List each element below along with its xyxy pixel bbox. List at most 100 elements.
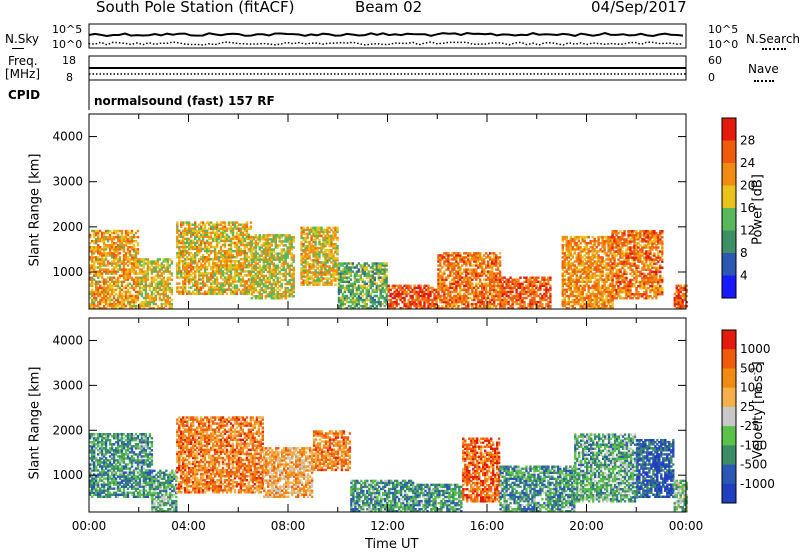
power-cell (104, 248, 108, 251)
power-cell (166, 258, 169, 261)
power-cell (95, 298, 98, 302)
power-cell (146, 264, 150, 267)
power-cell (156, 262, 160, 265)
power-cell (146, 266, 150, 269)
power-cell (336, 249, 339, 252)
power-cell (106, 254, 110, 257)
nsky-legend-line (12, 48, 24, 49)
power-cell (144, 292, 148, 296)
power-cell (357, 300, 361, 304)
power-cell (110, 239, 114, 243)
power-cell (136, 260, 140, 263)
power-echo-region (437, 252, 502, 310)
power-cell (160, 274, 163, 277)
power-cell (99, 294, 102, 298)
power-cell (89, 307, 92, 310)
power-cell (95, 231, 98, 235)
power-cell (162, 307, 165, 310)
power-cell (112, 256, 116, 259)
power-cell (160, 262, 163, 265)
power-cell (194, 256, 197, 259)
power-cell (302, 226, 305, 230)
power-cell (571, 274, 574, 277)
power-cell (104, 307, 108, 310)
power-cell (152, 300, 156, 304)
cpid-label: CPID (8, 88, 41, 102)
power-cell (182, 251, 185, 255)
power-cell (176, 256, 179, 259)
power-cell (89, 304, 92, 308)
nsearch-tick-high: 10^5 (708, 23, 739, 36)
power-cell (441, 304, 444, 308)
nsky-tick-high: 10^5 (52, 23, 83, 36)
power-cell (93, 248, 96, 251)
power-cell (385, 274, 388, 277)
power-cell (176, 262, 179, 265)
power-cell (110, 256, 114, 259)
power-cell (89, 250, 92, 253)
power-cell (124, 231, 128, 235)
power-cell (114, 278, 118, 281)
power-cell (164, 266, 167, 269)
power-cell (178, 286, 181, 289)
power-cell (93, 246, 96, 249)
power-cell (140, 282, 144, 286)
power-cell (168, 290, 171, 294)
power-cell (100, 231, 104, 235)
power-cell (176, 272, 179, 275)
power-cell (336, 228, 339, 232)
power-cell (100, 233, 104, 237)
power-cell (108, 302, 112, 306)
power-cell (152, 278, 156, 281)
power-cell (351, 262, 355, 265)
power-cell (170, 260, 173, 263)
power-cell (549, 286, 552, 290)
power-cell (95, 250, 98, 253)
power-cell (154, 282, 158, 286)
power-cell (112, 237, 116, 241)
power-cell (142, 278, 146, 281)
power-cell (318, 281, 321, 284)
power-cell (120, 229, 124, 233)
power-cell (97, 292, 100, 296)
power-cell (104, 298, 108, 302)
power-cell (132, 286, 136, 290)
power-cell (178, 268, 181, 271)
power-cell (146, 284, 150, 288)
power-cell (537, 276, 540, 279)
power-cell (162, 288, 165, 292)
power-cell (114, 264, 118, 267)
power-cell (194, 276, 197, 279)
power-cell (128, 272, 132, 275)
power-cell (144, 294, 148, 298)
power-cell (199, 249, 203, 253)
power-cell (166, 266, 169, 269)
power-cell (245, 221, 249, 224)
power-cell (455, 286, 458, 290)
power-cell (122, 254, 126, 257)
power-cell (154, 274, 158, 277)
power-cell (120, 231, 124, 235)
power-cell (336, 236, 339, 240)
power-cell (148, 296, 152, 300)
power-cell (176, 270, 179, 273)
power-cell (120, 270, 124, 273)
power-cell (99, 274, 102, 277)
power-cell (158, 296, 162, 300)
power-cell (162, 272, 165, 275)
power-cell (176, 290, 179, 293)
power-cell (100, 248, 104, 251)
power-cell (136, 262, 140, 265)
power-cell (160, 268, 163, 271)
power-cell (100, 298, 104, 302)
power-cell (427, 284, 430, 288)
power-cell (102, 250, 106, 253)
power-cell (93, 296, 96, 300)
power-cell (156, 282, 160, 286)
power-cell (134, 290, 138, 294)
power-cell (95, 242, 98, 245)
power-cell (132, 270, 136, 273)
power-cell (235, 221, 239, 224)
power-cell (140, 300, 144, 304)
power-cell (150, 276, 154, 279)
